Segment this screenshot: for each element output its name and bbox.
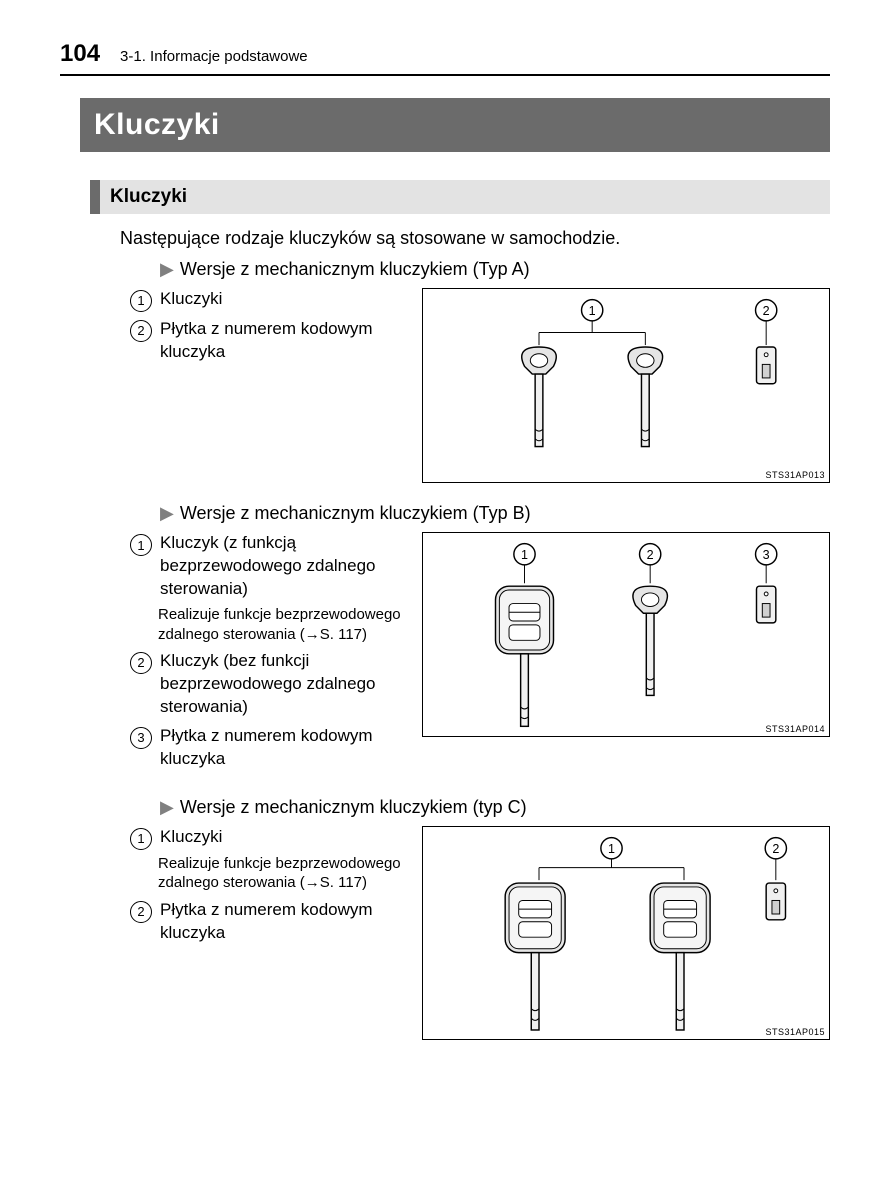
triangle-icon: ▶	[160, 503, 174, 523]
triangle-icon: ▶	[160, 259, 174, 279]
section-b: 1 Kluczyk (z funkcją bezprzewodowego zda…	[130, 532, 830, 777]
legend-text: Kluczyk (z funkcją bezprzewodowego zdaln…	[160, 532, 410, 601]
legend-text: Kluczyki	[160, 826, 410, 849]
variant-label: ▶Wersje z mechanicznym kluczykiem (Typ B…	[160, 503, 830, 524]
key-diagram-c-icon: 1 2	[423, 827, 829, 1040]
legend-item: 1 Kluczyk (z funkcją bezprzewodowego zda…	[130, 532, 410, 601]
triangle-icon: ▶	[160, 797, 174, 817]
key-diagram-b-icon: 1 2 3	[423, 533, 829, 736]
figure-b: 1 2 3	[422, 532, 830, 737]
svg-text:2: 2	[763, 304, 770, 318]
figure-code: STS31AP013	[765, 470, 825, 480]
figure-c: 1 2	[422, 826, 830, 1041]
legend-item: 2 Kluczyk (bez funkcji bezprzewodowego z…	[130, 650, 410, 719]
breadcrumb: 3-1. Informacje podstawowe	[120, 48, 308, 65]
legend-item: 1 Kluczyki	[130, 826, 410, 850]
subheading: Kluczyki	[90, 180, 830, 214]
legend-note: Realizuje funkcje bezprzewodowego zdalne…	[158, 605, 410, 644]
section-c: 1 Kluczyki Realizuje funkcje bezprzewodo…	[130, 826, 830, 1041]
legend-text: Płytka z numerem kodowym kluczyka	[160, 318, 410, 364]
svg-text:2: 2	[772, 842, 779, 856]
legend-number-icon: 2	[130, 901, 152, 923]
legend-item: 1 Kluczyki	[130, 288, 410, 312]
intro-text: Następujące rodzaje kluczyków są stosowa…	[120, 228, 830, 249]
legend-text: Płytka z numerem kodowym kluczyka	[160, 899, 410, 945]
legend-text: Kluczyk (bez funkcji bezprzewodowego zda…	[160, 650, 410, 719]
svg-text:2: 2	[647, 548, 654, 562]
section-a: 1 Kluczyki 2 Płytka z numerem kodowym kl…	[130, 288, 830, 483]
page-title: Kluczyki	[80, 98, 830, 152]
legend-number-icon: 1	[130, 290, 152, 312]
page-header: 104 3-1. Informacje podstawowe	[60, 40, 830, 76]
legend-c: 1 Kluczyki Realizuje funkcje bezprzewodo…	[130, 826, 410, 951]
legend-b: 1 Kluczyk (z funkcją bezprzewodowego zda…	[130, 532, 410, 777]
svg-text:1: 1	[608, 842, 615, 856]
legend-number-icon: 2	[130, 652, 152, 674]
figure-code: STS31AP015	[765, 1027, 825, 1037]
legend-number-icon: 3	[130, 727, 152, 749]
key-diagram-a-icon: 1 2	[423, 289, 829, 482]
svg-text:1: 1	[589, 304, 596, 318]
legend-note: Realizuje funkcje bezprzewodowego zdalne…	[158, 854, 410, 893]
variant-label: ▶Wersje z mechanicznym kluczykiem (typ C…	[160, 797, 830, 818]
legend-text: Płytka z numerem kodowym kluczyka	[160, 725, 410, 771]
legend-item: 3 Płytka z numerem kodowym kluczyka	[130, 725, 410, 771]
svg-text:3: 3	[763, 548, 770, 562]
legend-item: 2 Płytka z numerem kodowym kluczyka	[130, 899, 410, 945]
manual-page: 104 3-1. Informacje podstawowe Kluczyki …	[0, 0, 880, 1100]
legend-number-icon: 1	[130, 828, 152, 850]
legend-text: Kluczyki	[160, 288, 410, 311]
svg-text:1: 1	[521, 548, 528, 562]
figure-code: STS31AP014	[765, 724, 825, 734]
legend-number-icon: 2	[130, 320, 152, 342]
legend-number-icon: 1	[130, 534, 152, 556]
figure-a: 1 2	[422, 288, 830, 483]
variant-label: ▶Wersje z mechanicznym kluczykiem (Typ A…	[160, 259, 830, 280]
legend-a: 1 Kluczyki 2 Płytka z numerem kodowym kl…	[130, 288, 410, 370]
legend-item: 2 Płytka z numerem kodowym kluczyka	[130, 318, 410, 364]
page-number: 104	[60, 40, 100, 68]
